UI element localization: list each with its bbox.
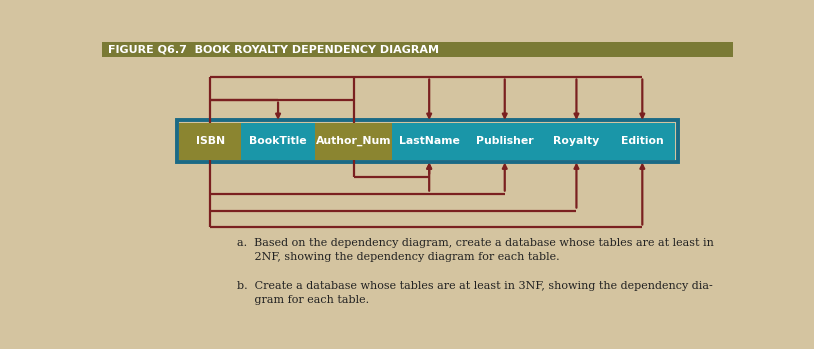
Text: FIGURE Q6.7  BOOK ROYALTY DEPENDENCY DIAGRAM: FIGURE Q6.7 BOOK ROYALTY DEPENDENCY DIAG… [108,45,439,54]
Bar [179,123,241,160]
Bar [315,123,392,160]
Text: ISBN: ISBN [195,136,225,146]
Text: b.  Create a database whose tables are at least in 3NF, showing the dependency d: b. Create a database whose tables are at… [238,281,713,305]
Text: BookTitle: BookTitle [249,136,307,146]
Text: a.  Based on the dependency diagram, create a database whose tables are at least: a. Based on the dependency diagram, crea… [238,238,714,262]
Text: Royalty: Royalty [554,136,600,146]
Text: Publisher: Publisher [476,136,533,146]
Bar [544,123,610,160]
Bar [610,123,676,160]
Text: Edition: Edition [621,136,663,146]
Bar [466,123,544,160]
Bar [392,123,466,160]
Text: Author_Num: Author_Num [316,136,392,146]
Bar [177,120,677,162]
Text: LastName: LastName [399,136,460,146]
Bar [241,123,315,160]
Bar [102,42,733,57]
